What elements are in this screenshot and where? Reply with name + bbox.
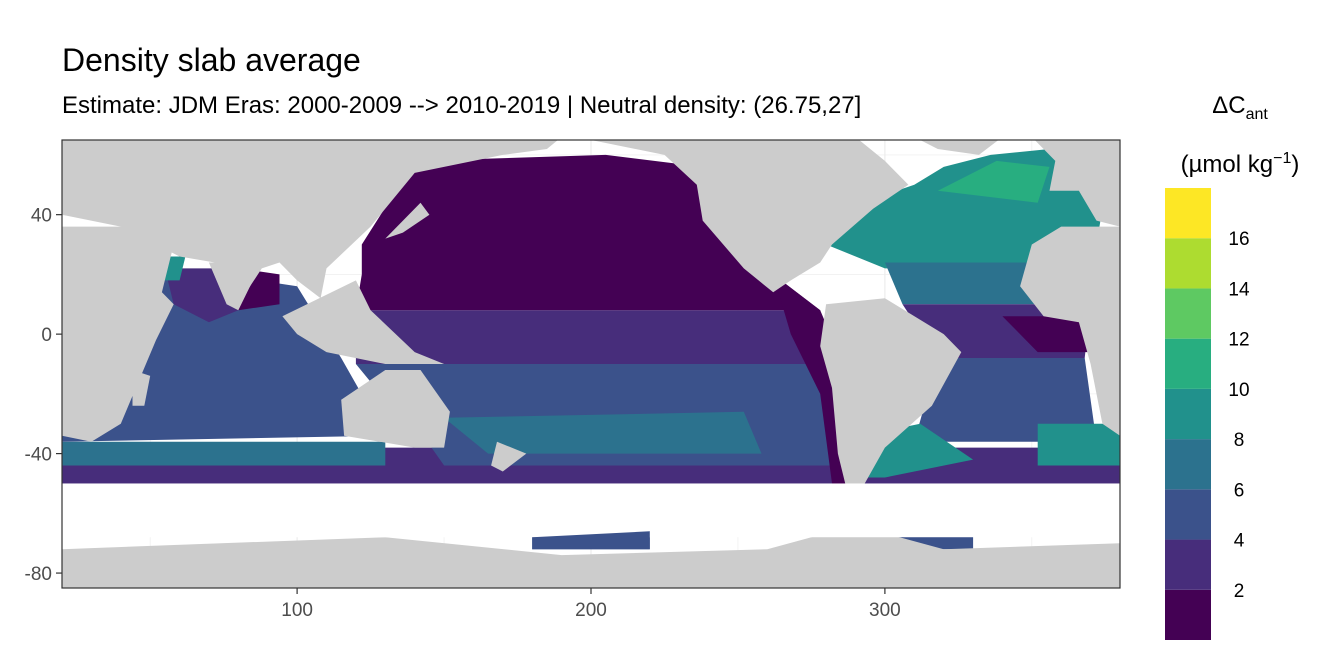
land-maritime-se-asia [282,280,445,364]
pacific-south-mid [444,411,762,454]
ross-sea-patch [532,531,650,550]
colorbar-segment [1165,288,1211,339]
legend-unit-suffix: ) [1291,150,1300,178]
land-europe [1034,140,1120,227]
colorbar-tick-label: 12 [1228,330,1249,351]
land-africa [62,226,174,442]
colorbar-tick-label: 6 [1234,480,1245,501]
y-tick-label: -40 [25,445,52,466]
land-south-america [820,298,962,502]
colorbar-segment [1165,238,1211,289]
no-data-band [62,483,1120,538]
legend-unit-prefix: (µmol kg [1180,150,1274,178]
chart-subtitle: Estimate: JDM Eras: 2000-2009 --> 2010-2… [62,92,862,119]
colorbar-segment [1165,439,1211,490]
colorbar-tick-label: 16 [1228,229,1249,250]
land-madagascar [132,370,151,406]
land-north-america [591,140,909,293]
land-masses [62,140,1120,588]
x-tick-label: 200 [575,600,607,621]
land-india [208,262,262,311]
land-japan [385,202,430,239]
atlantic-south [914,358,1097,442]
colorbar-tick-label: 8 [1234,430,1245,451]
colorbar-tick-label: 2 [1234,581,1245,602]
colorbar-segment [1165,489,1211,540]
land-antarctica [62,525,1120,588]
pacific-east [773,274,856,484]
chart-title: Density slab average [62,42,361,78]
atlantic-north-core [937,160,1050,203]
legend-unit-sup: −1 [1273,149,1292,167]
colorbar-tick-label: 4 [1234,531,1245,552]
colorbar-segment [1165,539,1211,590]
legend-title-sub: ant [1245,105,1268,123]
colorbar: 2 4 6 8 10 12 14 16 [1165,188,1250,640]
map-panel [62,140,1120,588]
colorbar-tick-label: 14 [1228,279,1250,300]
land-new-zealand [491,441,527,472]
land-africa-east [1020,226,1120,436]
y-tick-label: 0 [41,325,52,346]
y-tick-label: 40 [31,206,52,227]
legend-title-main: ΔC [1212,92,1246,119]
colorbar-segment [1165,188,1211,239]
colorbar-segment [1165,388,1211,440]
colorbar-segment [1165,338,1211,389]
x-tick-label: 100 [281,600,313,621]
land-greenland [920,140,999,155]
legend-title: ΔCant (µmol kg−1) [1150,84,1330,187]
colorbar-tick-label: 10 [1228,380,1249,401]
atlantic-south-east [1037,423,1120,466]
indian-ocean-south [62,441,386,466]
land-australia [341,370,450,448]
ocean-field [62,149,1120,550]
land-eurasia [62,140,558,305]
y-tick-label: -80 [25,564,52,585]
x-tick-label: 300 [869,600,901,621]
colorbar-segment [1165,589,1211,640]
pacific-tropical [355,310,832,364]
